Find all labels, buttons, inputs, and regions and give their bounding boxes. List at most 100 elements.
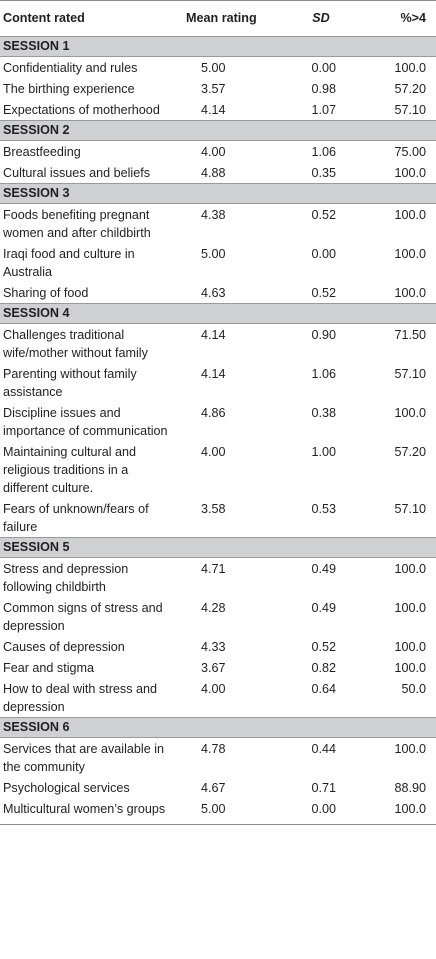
content-cell: Fear and stigma — [3, 661, 94, 675]
sd-cell: 1.06 — [311, 367, 336, 381]
ratings-table: Content rated Mean rating SD %>4 SESSION… — [0, 0, 436, 825]
mean-rating-cell: 4.28 — [201, 601, 226, 615]
sd-cell: 0.53 — [311, 502, 336, 516]
percent-above-4-cell: 100.0 — [394, 286, 426, 300]
sd-cell: 0.00 — [311, 247, 336, 261]
table-row: Services that are available in the commu… — [0, 738, 436, 778]
percent-above-4-cell: 100.0 — [394, 661, 426, 675]
session-header-row: SESSION 1 — [0, 36, 436, 57]
table-row: Challenges traditional wife/mother witho… — [0, 324, 436, 364]
sd-cell: 0.52 — [311, 286, 336, 300]
content-cell: Maintaining cultural and religious tradi… — [3, 445, 137, 495]
content-cell: Foods benefiting pregnant women and afte… — [3, 208, 151, 240]
table-row: Expectations of motherhood 4.14 1.07 57.10 — [0, 99, 436, 121]
percent-above-4-cell: 57.10 — [394, 502, 426, 516]
percent-above-4-cell: 50.0 — [401, 682, 426, 696]
table-row: Stress and depression following childbir… — [0, 558, 436, 598]
mean-rating-cell: 4.33 — [201, 640, 226, 654]
mean-rating-cell: 4.88 — [201, 166, 226, 180]
content-cell: Causes of depression — [3, 640, 125, 654]
sd-cell: 0.38 — [311, 406, 336, 420]
sd-cell: 0.52 — [311, 640, 336, 654]
table-row: Discipline issues and importance of comm… — [0, 402, 436, 441]
sd-cell: 0.82 — [311, 661, 336, 675]
mean-rating-cell: 4.78 — [201, 742, 226, 756]
table-row: Parenting without family assistance 4.14 1… — [0, 363, 436, 402]
table-row: Cultural issues and beliefs 4.88 0.35 100.0 — [0, 162, 436, 184]
table-body: SESSION 1 Confidentiality and rules 5.00 0.… — [0, 36, 436, 825]
table-row: Confidentiality and rules 5.00 0.00 100.0 — [0, 57, 436, 79]
content-cell: Sharing of food — [3, 286, 89, 300]
percent-above-4-cell: 100.0 — [394, 742, 426, 756]
content-cell: Cultural issues and beliefs — [3, 166, 151, 180]
sd-cell: 0.35 — [311, 166, 336, 180]
session-title: SESSION 1 — [0, 36, 436, 57]
mean-rating-cell: 4.00 — [201, 682, 226, 696]
header-content-rated: Content rated — [0, 0, 186, 37]
header-percent-above-4: %>4 — [361, 0, 436, 37]
percent-above-4-cell: 100.0 — [394, 640, 426, 654]
content-cell: Fears of unknown/fears of failure — [3, 502, 149, 534]
table-row: Sharing of food 4.63 0.52 100.0 — [0, 282, 436, 304]
session-header-row: SESSION 2 — [0, 120, 436, 141]
content-cell: How to deal with stress and depression — [3, 682, 157, 714]
session-title: SESSION 5 — [0, 537, 436, 558]
table-row: Psychological services 4.67 0.71 88.90 — [0, 777, 436, 798]
content-cell: Psychological services — [3, 781, 130, 795]
percent-above-4-cell: 100.0 — [394, 166, 426, 180]
mean-rating-cell: 4.67 — [201, 781, 226, 795]
sd-cell: 0.49 — [311, 562, 336, 576]
mean-rating-cell: 3.58 — [201, 502, 226, 516]
table-row: Fears of unknown/fears of failure 3.58 0.5… — [0, 498, 436, 538]
sd-cell: 1.07 — [311, 103, 336, 117]
table-row: Maintaining cultural and religious tradi… — [0, 441, 436, 498]
mean-rating-cell: 5.00 — [186, 798, 281, 825]
content-cell: Stress and depression following childbir… — [3, 562, 129, 594]
percent-above-4-cell: 100.0 — [361, 798, 436, 825]
mean-rating-cell: 4.38 — [201, 208, 226, 222]
percent-above-4-cell: 100.0 — [394, 247, 426, 261]
mean-rating-cell: 5.00 — [201, 61, 226, 75]
percent-above-4-cell: 88.90 — [394, 781, 426, 795]
mean-rating-cell: 4.63 — [201, 286, 226, 300]
mean-rating-cell: 4.00 — [201, 145, 226, 159]
content-cell: Confidentiality and rules — [3, 61, 138, 75]
percent-above-4-cell: 100.0 — [394, 208, 426, 222]
session-title: SESSION 6 — [0, 717, 436, 738]
percent-above-4-cell: 100.0 — [394, 601, 426, 615]
mean-rating-cell: 5.00 — [201, 247, 226, 261]
table-row: The birthing experience 3.57 0.98 57.20 — [0, 78, 436, 99]
sd-cell: 0.64 — [311, 682, 336, 696]
mean-rating-cell: 4.14 — [201, 367, 226, 381]
content-cell: Iraqi food and culture in Australia — [3, 247, 135, 279]
content-cell: Discipline issues and importance of comm… — [3, 406, 168, 438]
header-row: Content rated Mean rating SD %>4 — [0, 0, 436, 37]
content-cell: Breastfeeding — [3, 145, 81, 159]
mean-rating-cell: 3.57 — [201, 82, 226, 96]
percent-above-4-cell: 57.10 — [394, 367, 426, 381]
session-header-row: SESSION 6 — [0, 717, 436, 738]
session-title: SESSION 2 — [0, 120, 436, 141]
sd-cell: 1.00 — [311, 445, 336, 459]
percent-above-4-cell: 57.20 — [394, 82, 426, 96]
session-title: SESSION 4 — [0, 303, 436, 324]
table-row: How to deal with stress and depression 4.… — [0, 678, 436, 718]
session-title: SESSION 3 — [0, 183, 436, 204]
mean-rating-cell: 4.14 — [201, 328, 226, 342]
percent-above-4-cell: 75.00 — [394, 145, 426, 159]
sd-cell: 0.52 — [311, 208, 336, 222]
header-mean-rating: Mean rating — [186, 0, 281, 37]
session-header-row: SESSION 5 — [0, 537, 436, 558]
table-row: Common signs of stress and depression 4.2… — [0, 597, 436, 636]
percent-above-4-cell: 57.20 — [394, 445, 426, 459]
content-cell: Parenting without family assistance — [3, 367, 137, 399]
content-cell: Multicultural women’s groups — [0, 798, 186, 825]
content-cell: Challenges traditional wife/mother witho… — [3, 328, 148, 360]
sd-cell: 1.06 — [311, 145, 336, 159]
table-header: Content rated Mean rating SD %>4 — [0, 0, 436, 37]
sd-cell: 0.98 — [311, 82, 336, 96]
content-cell: The birthing experience — [3, 82, 135, 96]
percent-above-4-cell: 57.10 — [394, 103, 426, 117]
sd-cell: 0.90 — [311, 328, 336, 342]
percent-above-4-cell: 71.50 — [394, 328, 426, 342]
